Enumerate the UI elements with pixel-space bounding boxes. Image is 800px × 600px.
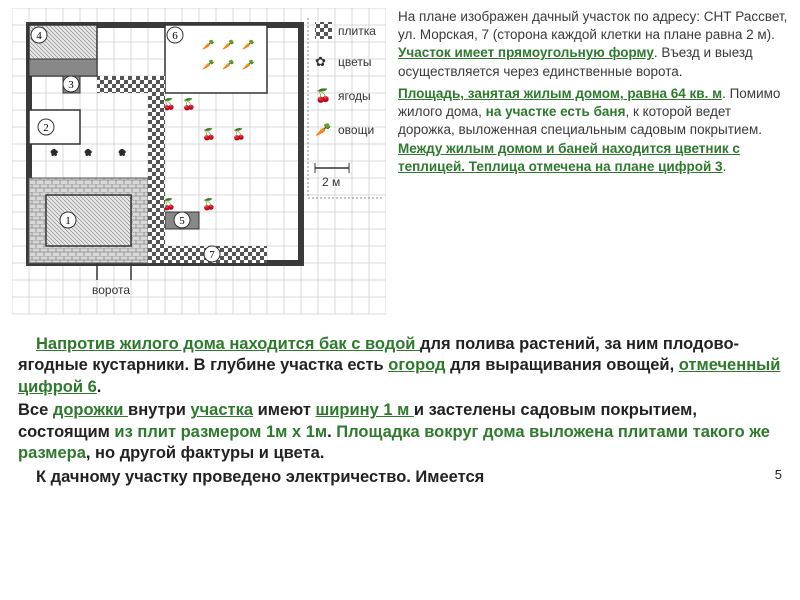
- side-p1a: На плане изображен дачный участок по адр…: [398, 9, 787, 42]
- svg-text:🍒: 🍒: [315, 88, 331, 104]
- svg-text:✿: ✿: [50, 148, 58, 159]
- b-l1c: огород: [388, 356, 445, 374]
- svg-text:🥕: 🥕: [315, 122, 331, 137]
- b-l2d: участка: [190, 401, 253, 419]
- svg-text:🥕: 🥕: [242, 59, 254, 71]
- svg-text:✿: ✿: [84, 148, 92, 159]
- house: [46, 195, 131, 246]
- gate-label: ворота: [92, 283, 130, 297]
- svg-text:✿: ✿: [315, 54, 326, 69]
- page-number: 5: [757, 467, 782, 484]
- b-l2c: внутри: [128, 401, 190, 419]
- b-l2a: Все: [18, 401, 53, 419]
- svg-text:3: 3: [68, 79, 74, 91]
- b-l2k: , но другой фактуры и цвета.: [86, 444, 324, 462]
- b-l3a: К дачному участку проведено электричеств…: [36, 468, 484, 486]
- svg-text:1: 1: [65, 215, 71, 227]
- legend-tile: плитка: [338, 24, 376, 38]
- b-l1a: Напротив жилого дома находится бак с вод…: [36, 335, 420, 353]
- legend-flowers: цветы: [338, 55, 372, 69]
- svg-text:🥕: 🥕: [202, 59, 214, 71]
- svg-text:🍒: 🍒: [202, 128, 216, 141]
- svg-text:✿: ✿: [118, 148, 126, 159]
- svg-text:7: 7: [209, 249, 215, 261]
- b-l1d: для выращивания овощей,: [446, 356, 679, 374]
- legend-scale: 2 м: [322, 175, 340, 189]
- legend-berries: ягоды: [338, 89, 371, 103]
- side-description: На плане изображен дачный участок по адр…: [398, 8, 788, 318]
- side-p1b: Участок имеет прямоугольную форму: [398, 45, 654, 60]
- svg-text:🍒: 🍒: [202, 198, 216, 211]
- svg-text:🍒: 🍒: [182, 98, 196, 111]
- svg-text:🥕: 🥕: [202, 39, 214, 51]
- svg-text:🥕: 🥕: [222, 39, 234, 51]
- bottom-description: Напротив жилого дома находится бак с вод…: [12, 334, 788, 488]
- svg-text:5: 5: [179, 215, 185, 227]
- svg-text:🍒: 🍒: [232, 128, 246, 141]
- svg-text:🥕: 🥕: [242, 39, 254, 51]
- b-l2b: дорожки: [53, 401, 128, 419]
- svg-text:4: 4: [36, 30, 42, 42]
- b-l2i: .: [327, 423, 336, 441]
- side-p2a: Площадь, занятая жилым домом, равна 64 к…: [398, 86, 722, 101]
- b-l2h: из плит размером 1м х 1м: [114, 423, 327, 441]
- svg-text:🥕: 🥕: [222, 59, 234, 71]
- svg-text:6: 6: [172, 30, 178, 42]
- side-p2f: .: [723, 159, 727, 174]
- b-l2e: имеют: [253, 401, 315, 419]
- side-p2e: Между жилым домом и баней находится цвет…: [398, 141, 740, 174]
- b-l1f: .: [97, 378, 102, 396]
- plan-diagram: ✿ ✿ ✿ 🍒🍒 🍒🍒 🍒🍒 🥕🥕🥕 🥕🥕🥕: [12, 8, 386, 318]
- svg-text:2: 2: [43, 122, 49, 134]
- side-p2c: на участке есть баня: [486, 104, 626, 119]
- plan-svg: ✿ ✿ ✿ 🍒🍒 🍒🍒 🍒🍒 🥕🥕🥕 🥕🥕🥕: [12, 8, 386, 318]
- legend-veg: овощи: [338, 123, 374, 137]
- b-l2f: ширину 1 м: [316, 401, 414, 419]
